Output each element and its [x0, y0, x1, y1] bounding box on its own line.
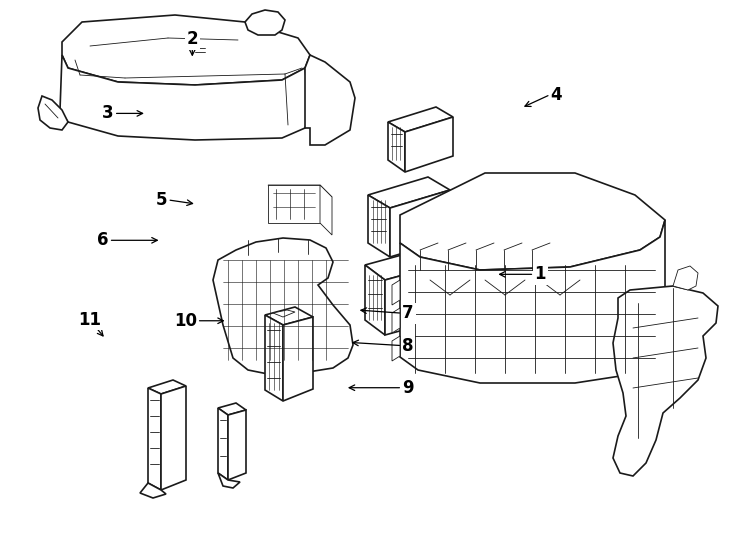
Polygon shape: [400, 220, 665, 383]
Polygon shape: [245, 10, 285, 35]
Polygon shape: [368, 195, 390, 257]
Polygon shape: [400, 173, 665, 270]
Polygon shape: [388, 122, 405, 172]
Polygon shape: [388, 107, 453, 132]
Polygon shape: [392, 280, 400, 305]
Polygon shape: [140, 483, 166, 498]
Polygon shape: [320, 185, 332, 235]
Polygon shape: [148, 388, 161, 490]
Polygon shape: [305, 55, 355, 145]
Text: 7: 7: [402, 304, 414, 322]
Polygon shape: [38, 96, 68, 130]
Polygon shape: [218, 408, 228, 480]
Polygon shape: [283, 317, 313, 401]
Polygon shape: [218, 403, 246, 415]
Polygon shape: [405, 117, 453, 172]
Polygon shape: [268, 185, 332, 197]
Polygon shape: [392, 308, 400, 333]
Polygon shape: [365, 265, 385, 335]
Polygon shape: [673, 266, 698, 290]
Polygon shape: [392, 336, 400, 361]
Polygon shape: [365, 250, 440, 280]
Polygon shape: [62, 15, 310, 85]
Text: 4: 4: [550, 85, 562, 104]
Polygon shape: [213, 238, 353, 375]
Text: 2: 2: [186, 30, 198, 48]
Polygon shape: [385, 265, 440, 335]
Polygon shape: [390, 190, 450, 257]
Polygon shape: [265, 315, 283, 401]
Polygon shape: [218, 473, 240, 488]
Polygon shape: [273, 310, 295, 317]
Text: 5: 5: [156, 191, 167, 209]
Polygon shape: [161, 386, 186, 490]
Polygon shape: [148, 380, 186, 394]
Text: 10: 10: [174, 312, 197, 330]
Text: 9: 9: [402, 379, 414, 397]
Polygon shape: [228, 410, 246, 480]
Polygon shape: [368, 177, 450, 208]
Text: 3: 3: [102, 104, 114, 123]
Text: 8: 8: [402, 336, 414, 355]
Polygon shape: [613, 286, 718, 476]
Polygon shape: [60, 55, 310, 140]
Polygon shape: [268, 185, 320, 223]
Text: 6: 6: [97, 231, 109, 249]
Text: 11: 11: [78, 310, 101, 329]
Polygon shape: [265, 307, 313, 325]
Text: 1: 1: [534, 265, 546, 284]
